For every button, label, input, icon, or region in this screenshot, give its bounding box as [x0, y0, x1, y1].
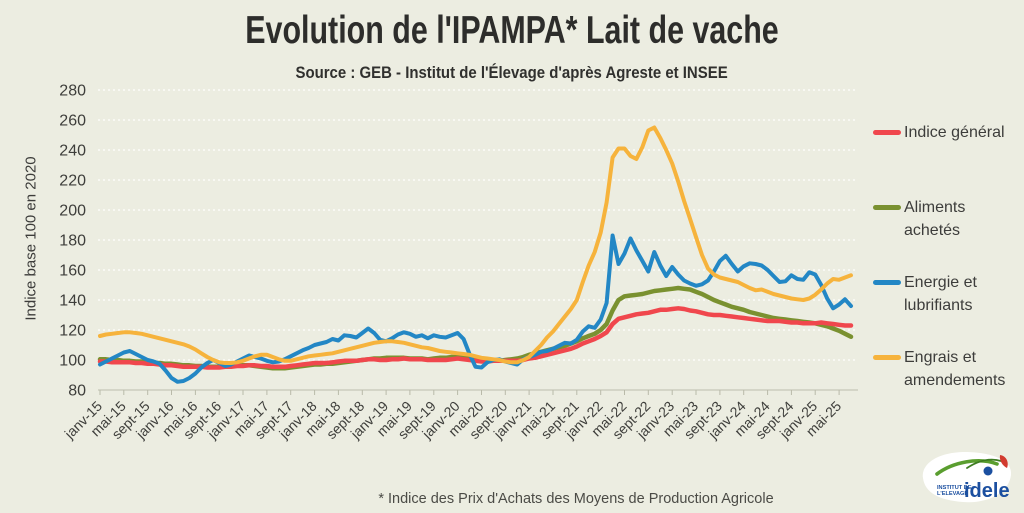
legend-label: Engrais et amendements [904, 349, 1006, 389]
page-title: Evolution de l'IPAMPA* Lait de vache [0, 8, 1024, 54]
page-title-text: Evolution de l'IPAMPA* Lait de vache [245, 9, 779, 52]
svg-text:160: 160 [59, 263, 86, 280]
logo-line2: L'ELEVAGE [937, 491, 968, 497]
legend-swatch [873, 205, 901, 210]
series-engrais-et-amendements [98, 125, 853, 365]
legend-label: Aliments achetés [904, 199, 966, 239]
idele-logo: INSTITUT DE L'ELEVAGE idele [922, 452, 1012, 503]
x-axis-tick-labels: janv-15mai-15sept-15janv-16mai-16sept-16… [61, 390, 844, 442]
legend-swatch [873, 130, 901, 135]
svg-text:280: 280 [59, 83, 86, 100]
logo-background-shape [922, 452, 1012, 503]
legend-swatch [873, 280, 901, 285]
y-axis-title: Indice base 100 en 2020 [22, 156, 40, 321]
svg-text:200: 200 [59, 203, 86, 220]
svg-text:180: 180 [59, 233, 86, 250]
legend-item: Aliments achetés [873, 196, 1022, 242]
logo-leaf-icon [935, 459, 999, 476]
logo-droplet-icon [983, 466, 993, 476]
legend-label: Indice général [904, 124, 1005, 141]
svg-text:260: 260 [59, 113, 86, 130]
chart-subtitle-text: Source : GEB - Institut de l'Élevage d'a… [295, 63, 729, 82]
legend-item: Energie et lubrifiants [873, 271, 1022, 317]
logo-leaf-vein-icon [966, 458, 1002, 469]
svg-text:100: 100 [59, 353, 86, 370]
logo-brand: idele [964, 480, 1010, 502]
y-axis-tick-labels: 80 100 120 140 160 180 200 220 240 260 280 [59, 83, 86, 400]
logo-line1: INSTITUT DE [937, 485, 972, 491]
svg-text:240: 240 [59, 143, 86, 160]
chart-subtitle: Source : GEB - Institut de l'Élevage d'a… [0, 63, 1024, 83]
legend-swatch [873, 355, 901, 360]
svg-text:120: 120 [59, 323, 86, 340]
svg-text:80: 80 [68, 383, 86, 400]
legend: Indice général Aliments achetés Energie et… [873, 100, 1023, 400]
svg-text:220: 220 [59, 173, 86, 190]
legend-label: Energie et lubrifiants [904, 274, 977, 314]
svg-text:140: 140 [59, 293, 86, 310]
logo-red-flame-icon [999, 455, 1008, 468]
legend-item: Indice général [873, 121, 1022, 144]
legend-item: Engrais et amendements [873, 346, 1022, 392]
footnote: * Indice des Prix d'Achats des Moyens de… [378, 491, 774, 507]
series-energie-et-lubrifiants [98, 233, 853, 384]
